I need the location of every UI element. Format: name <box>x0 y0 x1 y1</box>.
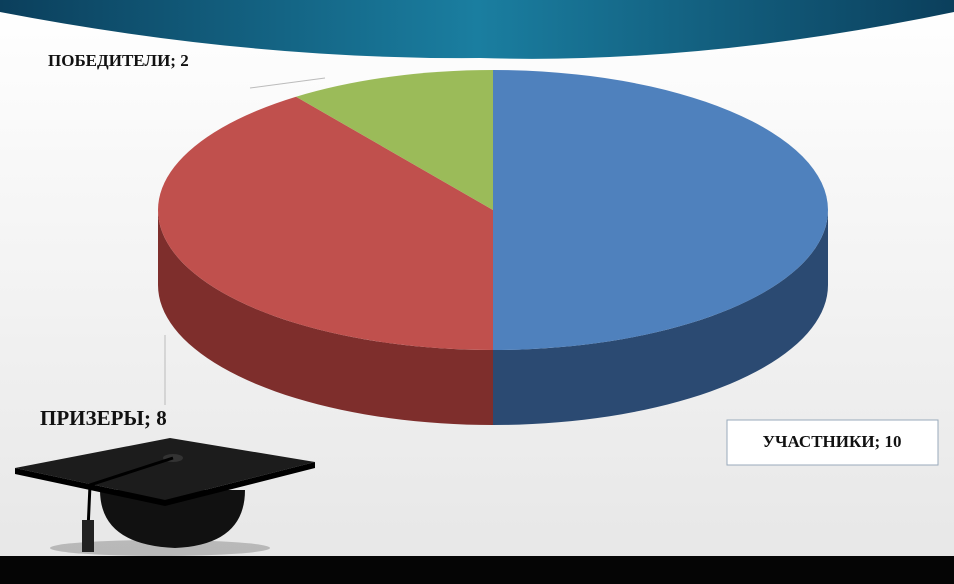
pie-slice <box>158 96 493 351</box>
pie-side <box>493 210 828 425</box>
data-label: ПРИЗЕРЫ; 8 <box>40 406 167 430</box>
graduation-cap <box>15 438 315 556</box>
pie <box>158 70 828 425</box>
pie-slice <box>296 70 493 210</box>
label-box <box>726 419 939 466</box>
data-label: ПОБЕДИТЕЛИ; 2 <box>48 51 189 70</box>
pie-side <box>158 210 493 425</box>
data-label: УЧАСТНИКИ; 10 <box>763 432 902 451</box>
top-band <box>0 0 954 59</box>
leader-line <box>249 77 326 89</box>
bottom-band <box>0 556 954 584</box>
pie-slice <box>493 70 828 350</box>
